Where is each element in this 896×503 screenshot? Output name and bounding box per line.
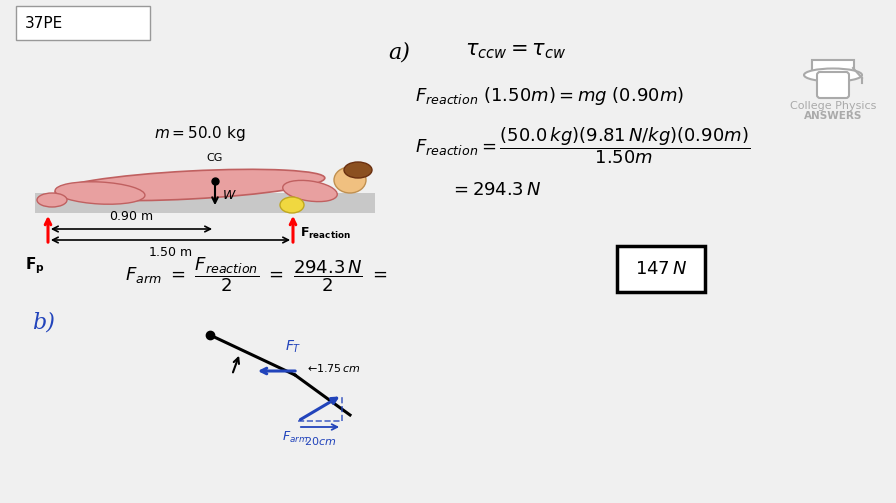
Text: 37PE: 37PE (25, 16, 64, 31)
Text: $147\,N$: $147\,N$ (635, 260, 687, 278)
Text: $F_{arm}$: $F_{arm}$ (282, 430, 308, 445)
FancyBboxPatch shape (16, 6, 150, 40)
FancyBboxPatch shape (35, 193, 375, 213)
Text: $m = 50.0\ \mathrm{kg}$: $m = 50.0\ \mathrm{kg}$ (154, 124, 246, 143)
Text: W: W (223, 189, 236, 202)
Ellipse shape (344, 162, 372, 178)
Text: a): a) (388, 41, 409, 63)
Text: $F_{reaction} = \dfrac{(50.0\,kg)(9.81\,N/kg)(0.90m)}{1.50m}$: $F_{reaction} = \dfrac{(50.0\,kg)(9.81\,… (415, 125, 750, 165)
Text: College Physics: College Physics (789, 101, 876, 111)
Text: CG: CG (207, 153, 223, 163)
Text: $\mathbf{F_{reaction}}$: $\mathbf{F_{reaction}}$ (300, 225, 351, 240)
Ellipse shape (334, 167, 366, 193)
Text: $F_T$: $F_T$ (285, 339, 301, 355)
Text: $= 294.3\,N$: $= 294.3\,N$ (450, 181, 541, 199)
Text: $1.50\ \mathrm{m}$: $1.50\ \mathrm{m}$ (148, 246, 193, 259)
Ellipse shape (283, 181, 337, 202)
Text: b): b) (32, 311, 55, 333)
Ellipse shape (55, 182, 145, 204)
Text: $\leftarrow\!1.75\,cm$: $\leftarrow\!1.75\,cm$ (305, 362, 361, 374)
Ellipse shape (804, 68, 862, 81)
Text: $\mathbf{F_p}$: $\mathbf{F_p}$ (25, 255, 45, 276)
Text: $20cm$: $20cm$ (304, 435, 336, 447)
Ellipse shape (37, 193, 67, 207)
Ellipse shape (280, 197, 304, 213)
FancyBboxPatch shape (617, 246, 705, 292)
Ellipse shape (56, 170, 325, 201)
Text: $F_{reaction}\ (1.50m) = mg\ (0.90m)$: $F_{reaction}\ (1.50m) = mg\ (0.90m)$ (415, 85, 684, 107)
Text: $F_{arm}\ =\ \dfrac{F_{reaction}}{2}\ =\ \dfrac{294.3\,N}{2}\ =$: $F_{arm}\ =\ \dfrac{F_{reaction}}{2}\ =\… (125, 255, 388, 294)
FancyBboxPatch shape (812, 60, 854, 76)
Text: $\tau_{ccw} = \tau_{cw}$: $\tau_{ccw} = \tau_{cw}$ (465, 41, 566, 60)
FancyBboxPatch shape (817, 72, 849, 98)
Text: $0.90\ \mathrm{m}$: $0.90\ \mathrm{m}$ (108, 210, 153, 223)
Text: ANSWERS: ANSWERS (804, 111, 862, 121)
